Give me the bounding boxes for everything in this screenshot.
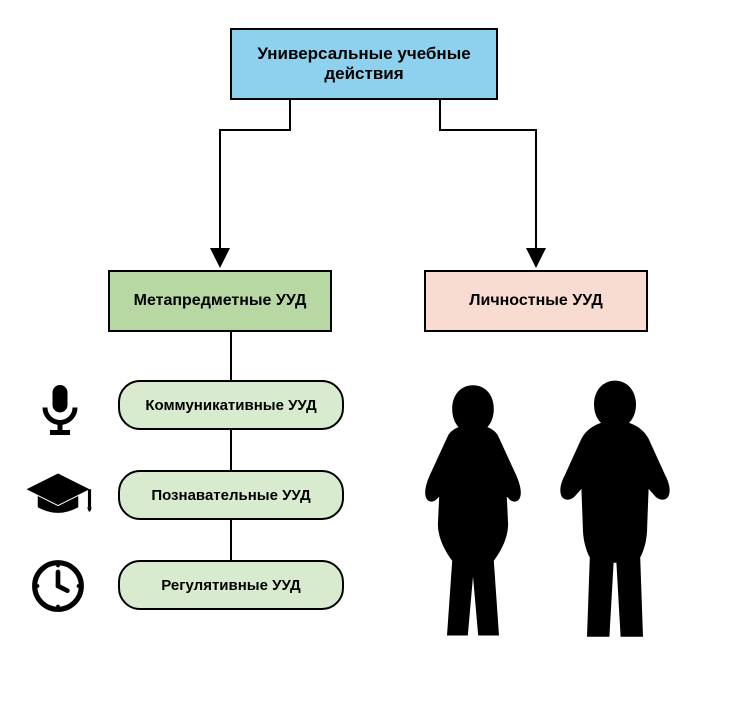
woman-silhouette-icon (408, 380, 538, 642)
node-personal: Личностные УУД (424, 270, 648, 332)
man-silhouette-icon (545, 378, 685, 642)
node-cogn: Познавательные УУД (118, 470, 344, 520)
node-root-label: Универсальные учебныедействия (257, 44, 470, 84)
node-personal-label: Личностные УУД (469, 292, 602, 310)
node-comm: Коммуникативные УУД (118, 380, 344, 430)
clock-icon (30, 558, 86, 614)
node-reg: Регулятивные УУД (118, 560, 344, 610)
microphone-icon (30, 380, 90, 440)
graduation-cap-icon (22, 468, 94, 524)
node-comm-label: Коммуникативные УУД (145, 397, 316, 414)
node-cogn-label: Познавательные УУД (151, 487, 310, 504)
node-meta: Метапредметные УУД (108, 270, 332, 332)
node-root: Универсальные учебныедействия (230, 28, 498, 100)
node-meta-label: Метапредметные УУД (134, 292, 307, 310)
node-reg-label: Регулятивные УУД (161, 577, 300, 594)
